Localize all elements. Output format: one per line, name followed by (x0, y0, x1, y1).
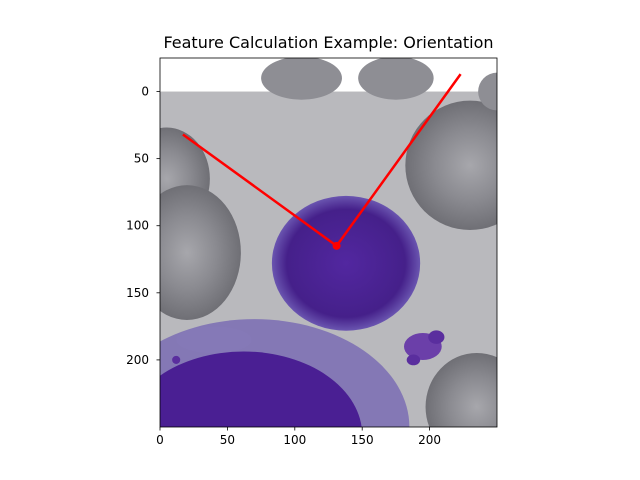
platelet-cluster-2 (428, 330, 445, 344)
y-tick-label: 50 (134, 152, 149, 166)
orientation-overlay (182, 73, 462, 250)
rbc-top-right (405, 100, 497, 231)
y-axis: 0 50 100 150 200 (126, 85, 160, 367)
axes-frame (159, 57, 498, 428)
y-tick-label: 0 (141, 85, 149, 99)
x-tick-label: 50 (220, 433, 235, 447)
x-tick-label: 100 (283, 433, 306, 447)
rbc-corner (478, 72, 497, 111)
small-dot (172, 355, 181, 364)
centroid-point (332, 241, 341, 250)
rbc-left-middle (160, 185, 241, 320)
rbc-top-center (261, 58, 342, 100)
y-tick-label: 100 (126, 219, 149, 233)
x-tick-label: 150 (351, 433, 374, 447)
blood-smear-image (160, 58, 497, 427)
platelet-cluster-3 (406, 354, 421, 366)
x-tick-label: 0 (156, 433, 164, 447)
rbc-bottom-right (425, 352, 497, 427)
y-tick-label: 200 (126, 353, 149, 367)
rbc-top-right2 (358, 58, 434, 100)
lymphocyte-nucleus (271, 195, 421, 331)
x-axis: 0 50 100 150 200 (156, 427, 441, 447)
chart-title: Feature Calculation Example: Orientation (163, 33, 493, 52)
nucleus-bottom-left (160, 351, 362, 427)
x-tick-label: 200 (418, 433, 441, 447)
y-tick-label: 150 (126, 286, 149, 300)
